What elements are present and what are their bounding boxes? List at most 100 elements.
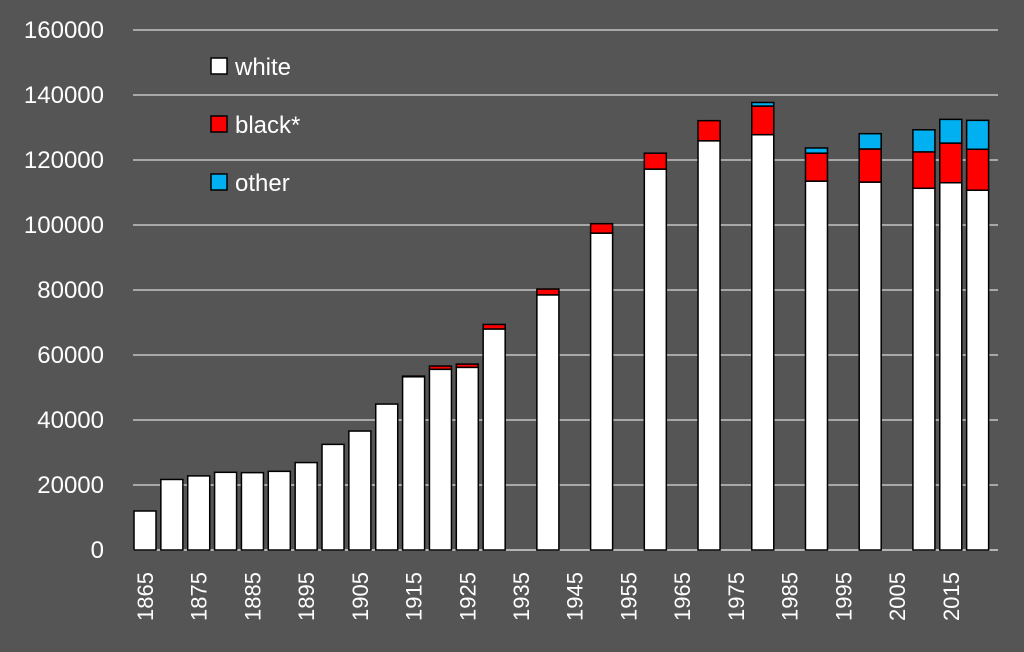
bars bbox=[133, 101, 990, 551]
legend-item: other bbox=[210, 170, 290, 197]
bar-segment-other bbox=[804, 147, 829, 154]
bar-segment-white bbox=[240, 471, 265, 551]
legend-item: white bbox=[210, 54, 291, 81]
y-tick-label: 20000 bbox=[37, 472, 104, 499]
legend-item: black* bbox=[210, 112, 300, 139]
bar-segment-other bbox=[939, 118, 963, 144]
bar-segment-other bbox=[912, 129, 936, 153]
bar-segment-white bbox=[912, 187, 936, 551]
bar-stack bbox=[482, 323, 506, 551]
x-axis-tick-labels: 1865 1875 1885 1895 1905 1915 1925 1935 1945 1955… bbox=[133, 572, 964, 621]
bar-segment-black bbox=[428, 365, 453, 371]
bar-segment-white bbox=[213, 471, 238, 551]
bar-stack bbox=[912, 129, 936, 551]
x-tick-label: 1905 bbox=[348, 572, 373, 621]
gridlines bbox=[133, 29, 998, 551]
bar-segment-black bbox=[455, 363, 480, 369]
y-axis-tick-labels: 0 20000 40000 60000 80000 100000 120000 140000 1… bbox=[24, 17, 104, 564]
y-tick-label: 120000 bbox=[24, 147, 104, 174]
bar-segment-white bbox=[455, 366, 480, 551]
bar-segment-white bbox=[643, 168, 668, 551]
y-tick-label: 140000 bbox=[24, 82, 104, 109]
bar-stack bbox=[401, 375, 426, 551]
bar-segment-white bbox=[401, 376, 426, 551]
y-tick-label: 100000 bbox=[24, 212, 104, 239]
bar-stack bbox=[804, 147, 829, 551]
bar-stack bbox=[186, 475, 211, 551]
legend-label: white bbox=[234, 54, 291, 81]
bar-segment-white bbox=[751, 133, 775, 551]
bar-segment-black bbox=[589, 222, 614, 234]
y-tick-label: 0 bbox=[91, 537, 104, 564]
bar-stack bbox=[240, 471, 265, 551]
bar-stack bbox=[348, 430, 372, 551]
bar-stack bbox=[374, 403, 399, 551]
bar-segment-white bbox=[186, 475, 211, 551]
bar-stack bbox=[536, 288, 560, 551]
x-tick-label: 2005 bbox=[885, 572, 910, 621]
bar-segment-white bbox=[536, 294, 560, 551]
bar-stack bbox=[858, 132, 882, 551]
bar-segment-black bbox=[858, 148, 882, 183]
bar-stack bbox=[428, 365, 453, 551]
legend-swatch bbox=[210, 57, 228, 75]
x-tick-label: 1985 bbox=[778, 572, 803, 621]
bar-segment-black bbox=[965, 148, 990, 191]
bar-segment-white bbox=[374, 403, 399, 551]
x-tick-label: 1925 bbox=[455, 572, 480, 621]
bar-stack bbox=[697, 119, 721, 551]
legend-swatch bbox=[210, 173, 228, 191]
bar-segment-white bbox=[267, 470, 292, 551]
x-tick-label: 1945 bbox=[563, 572, 588, 621]
x-tick-label: 1885 bbox=[240, 572, 265, 621]
bar-stack bbox=[321, 443, 345, 551]
x-tick-label: 1995 bbox=[831, 572, 856, 621]
bar-segment-black bbox=[697, 119, 721, 142]
x-tick-label: 1915 bbox=[402, 572, 427, 621]
bar-segment-white bbox=[294, 461, 318, 551]
legend-label: other bbox=[235, 170, 290, 197]
bar-segment-black bbox=[912, 151, 936, 190]
bar-segment-white bbox=[348, 430, 372, 551]
bar-stack bbox=[643, 152, 668, 551]
bar-segment-white bbox=[965, 189, 990, 551]
bar-segment-white bbox=[858, 181, 882, 551]
x-tick-label: 1895 bbox=[294, 572, 319, 621]
bar-segment-black bbox=[751, 105, 775, 136]
bar-segment-white bbox=[321, 443, 345, 551]
bar-segment-white bbox=[589, 232, 614, 551]
x-tick-label: 1975 bbox=[724, 572, 749, 621]
bar-segment-white bbox=[428, 368, 453, 551]
legend: white black* other bbox=[210, 54, 300, 197]
legend-swatch bbox=[210, 115, 228, 133]
bar-stack bbox=[213, 471, 238, 551]
x-tick-label: 1875 bbox=[187, 572, 212, 621]
y-tick-label: 60000 bbox=[37, 342, 104, 369]
legend-label: black* bbox=[235, 112, 300, 139]
bar-segment-white bbox=[804, 180, 829, 551]
bar-segment-black bbox=[401, 375, 426, 378]
bar-segment-other bbox=[858, 132, 882, 150]
bar-segment-black bbox=[804, 152, 829, 182]
x-tick-label: 1935 bbox=[509, 572, 534, 621]
y-tick-label: 80000 bbox=[37, 277, 104, 304]
bar-segment-other bbox=[751, 101, 775, 107]
bar-segment-black bbox=[536, 288, 560, 296]
x-tick-label: 1955 bbox=[616, 572, 641, 621]
x-tick-label: 1865 bbox=[133, 572, 158, 621]
bar-stack bbox=[455, 363, 480, 551]
axes: 0 20000 40000 60000 80000 100000 120000 140000 1… bbox=[24, 17, 964, 621]
bar-segment-other bbox=[965, 119, 990, 151]
bar-stack bbox=[751, 101, 775, 551]
bar-segment-white bbox=[160, 478, 184, 551]
x-tick-label: 2015 bbox=[939, 572, 964, 621]
bar-segment-black bbox=[643, 152, 668, 170]
bar-stack bbox=[939, 118, 963, 551]
y-tick-label: 160000 bbox=[24, 17, 104, 44]
bar-segment-white bbox=[482, 328, 506, 551]
bar-stack bbox=[965, 119, 990, 551]
bar-stack bbox=[160, 478, 184, 551]
bar-segment-white bbox=[133, 510, 157, 551]
bar-stack bbox=[267, 470, 292, 551]
x-tick-label: 1965 bbox=[670, 572, 695, 621]
